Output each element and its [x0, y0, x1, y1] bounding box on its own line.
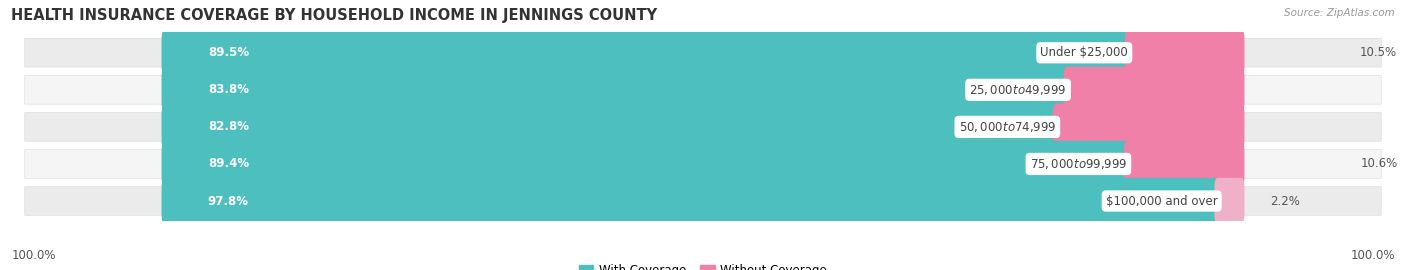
FancyBboxPatch shape [25, 113, 1381, 141]
FancyBboxPatch shape [162, 30, 1132, 76]
Text: 83.8%: 83.8% [208, 83, 249, 96]
Text: $100,000 and over: $100,000 and over [1105, 194, 1218, 208]
FancyBboxPatch shape [25, 150, 1381, 178]
Text: 100.0%: 100.0% [11, 249, 56, 262]
Text: $25,000 to $49,999: $25,000 to $49,999 [969, 83, 1067, 97]
Text: 82.8%: 82.8% [208, 120, 249, 133]
FancyBboxPatch shape [1215, 178, 1244, 224]
Text: $75,000 to $99,999: $75,000 to $99,999 [1029, 157, 1128, 171]
FancyBboxPatch shape [162, 67, 1070, 113]
Text: 89.4%: 89.4% [208, 157, 249, 170]
Text: 10.5%: 10.5% [1360, 46, 1396, 59]
Text: 100.0%: 100.0% [1350, 249, 1395, 262]
FancyBboxPatch shape [162, 104, 1059, 150]
FancyBboxPatch shape [162, 141, 1130, 187]
FancyBboxPatch shape [1125, 30, 1244, 76]
FancyBboxPatch shape [1123, 141, 1244, 187]
FancyBboxPatch shape [25, 76, 1381, 104]
FancyBboxPatch shape [162, 178, 1220, 224]
FancyBboxPatch shape [1053, 104, 1244, 150]
Text: 97.8%: 97.8% [208, 194, 249, 208]
Text: 89.5%: 89.5% [208, 46, 249, 59]
Text: Source: ZipAtlas.com: Source: ZipAtlas.com [1284, 8, 1395, 18]
Text: 2.2%: 2.2% [1270, 194, 1301, 208]
FancyBboxPatch shape [1063, 67, 1244, 113]
FancyBboxPatch shape [25, 187, 1381, 215]
Text: Under $25,000: Under $25,000 [1040, 46, 1128, 59]
Text: 10.6%: 10.6% [1361, 157, 1398, 170]
Legend: With Coverage, Without Coverage: With Coverage, Without Coverage [574, 259, 832, 270]
Text: HEALTH INSURANCE COVERAGE BY HOUSEHOLD INCOME IN JENNINGS COUNTY: HEALTH INSURANCE COVERAGE BY HOUSEHOLD I… [11, 8, 658, 23]
FancyBboxPatch shape [25, 39, 1381, 67]
Text: $50,000 to $74,999: $50,000 to $74,999 [959, 120, 1056, 134]
